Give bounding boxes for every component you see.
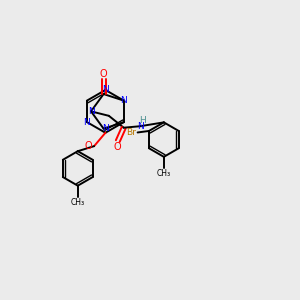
Text: H: H xyxy=(139,116,146,125)
Text: N: N xyxy=(88,107,94,116)
Text: O: O xyxy=(85,141,93,151)
Text: O: O xyxy=(100,69,107,79)
Text: CH₃: CH₃ xyxy=(71,197,85,206)
Text: N: N xyxy=(83,118,90,127)
Text: N: N xyxy=(102,85,109,94)
Text: CH₃: CH₃ xyxy=(157,169,171,178)
Text: Br: Br xyxy=(126,128,136,137)
Text: O: O xyxy=(114,142,122,152)
Text: N: N xyxy=(137,122,144,131)
Text: N: N xyxy=(121,96,127,105)
Text: N: N xyxy=(102,124,109,133)
